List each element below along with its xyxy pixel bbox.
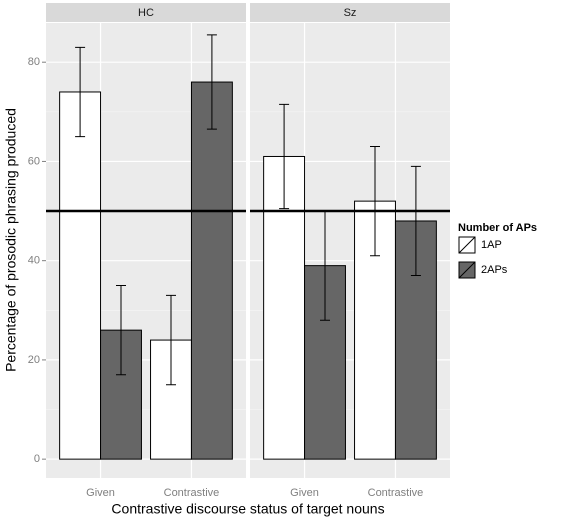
error-bar	[279, 103, 290, 210]
error-bar	[206, 34, 217, 130]
legend-key-slash	[458, 261, 476, 279]
error-bar	[116, 284, 126, 376]
legend-label: 1AP	[481, 239, 502, 251]
bar	[190, 81, 233, 460]
y-tick-label: 0	[34, 453, 40, 465]
x-tick-label: Given	[290, 487, 319, 499]
y-tick-label: 40	[28, 255, 40, 267]
error-bar	[410, 165, 421, 277]
legend-title: Number of APs	[458, 222, 537, 234]
y-axis-title: Percentage of prosodic phrasing produced	[3, 108, 19, 372]
y-tick-label: 80	[28, 56, 40, 68]
strip-label: Sz	[344, 7, 357, 19]
y-tick-label: 20	[28, 354, 40, 366]
bar	[59, 91, 102, 460]
x-axis-title: Contrastive discourse status of target n…	[111, 501, 384, 517]
x-tick-label: Given	[86, 487, 115, 499]
legend-label: 2APs	[481, 264, 508, 276]
strip-background	[46, 3, 246, 22]
strip-label: HC	[138, 7, 154, 19]
error-bar	[166, 294, 176, 386]
error-bar	[370, 146, 380, 257]
error-bar	[75, 46, 86, 138]
x-tick-label: Contrastive	[368, 487, 424, 499]
x-tick-label: Contrastive	[164, 487, 220, 499]
strip-background	[250, 3, 450, 22]
legend-key-slash	[458, 236, 476, 254]
y-tick-label: 60	[28, 155, 40, 167]
